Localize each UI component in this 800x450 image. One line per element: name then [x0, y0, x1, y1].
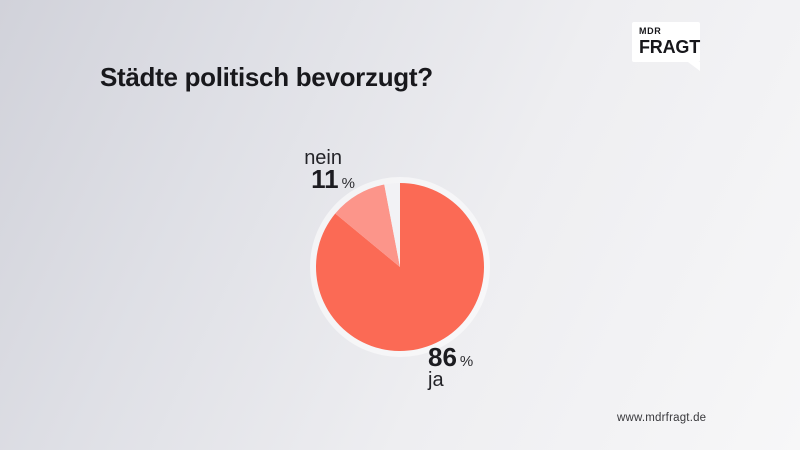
label-ja-value: 86 %	[428, 344, 473, 370]
logo-product-text: FRAGT	[639, 37, 700, 57]
logo-bubble-tail-icon	[688, 62, 700, 71]
nein-percent-sign: %	[341, 175, 355, 192]
pie-slice-nein	[335, 184, 400, 267]
label-nein-value: 11 %	[270, 166, 355, 192]
pie-slice-ja	[316, 183, 485, 351]
logo-speech-bubble: MDR FRAGT	[632, 22, 700, 62]
chart-title: Städte politisch bevorzugt?	[100, 62, 433, 92]
pie-slices	[316, 183, 485, 351]
label-ja: ja	[428, 369, 444, 391]
label-nein: nein	[304, 147, 342, 169]
ja-percent-sign: %	[459, 353, 474, 370]
pie-chart	[310, 177, 490, 357]
pie-slice-rest	[384, 183, 400, 267]
ja-value: 86	[428, 342, 457, 372]
website-url: www.mdrfragt.de	[617, 412, 707, 424]
logo-brand-text: MDR	[639, 26, 662, 36]
nein-value: 11	[311, 164, 339, 194]
